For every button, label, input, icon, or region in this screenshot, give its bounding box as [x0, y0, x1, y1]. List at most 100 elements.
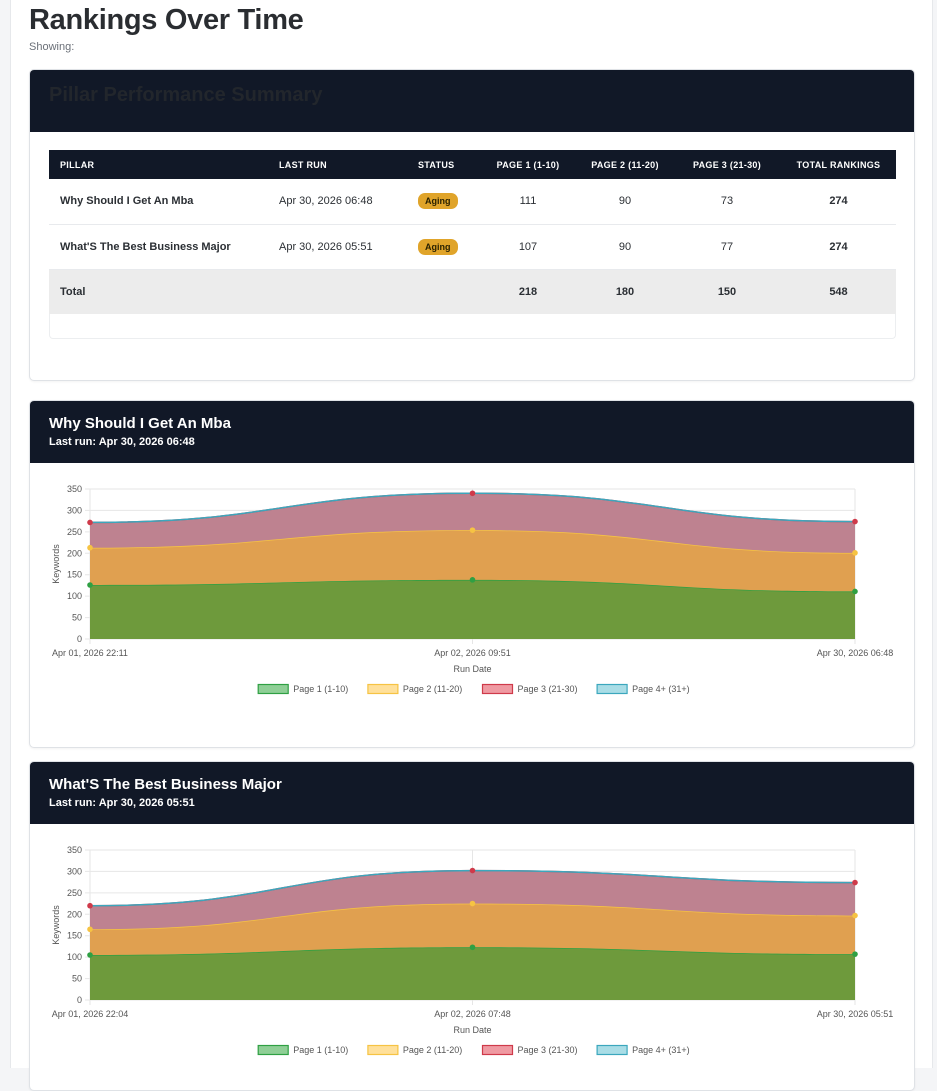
empty-cell	[407, 269, 479, 314]
chart-last-run: Last run: Apr 30, 2026 06:48	[49, 436, 195, 448]
col-last-run[interactable]: LAST RUN	[279, 159, 327, 170]
summary-table-header: PILLAR LAST RUN STATUS PAGE 1 (1-10) PAG…	[49, 150, 896, 179]
y-tick-label: 150	[67, 570, 82, 580]
chart-card-2: What'S The Best Business Major Last run:…	[29, 761, 915, 1091]
rankings-chart: 350 300 250 200 150 100 50 0 Apr 01, 2026 22:04 A…	[51, 845, 894, 1056]
table-row: Why Should I Get An Mba Apr 30, 2026 06:…	[49, 179, 896, 225]
y-tick-label: 250	[67, 888, 82, 898]
x-axis-label: Run Date	[453, 1025, 491, 1035]
data-point	[852, 912, 858, 919]
y-tick-label: 50	[72, 974, 82, 984]
data-point	[469, 900, 476, 907]
series-area-1	[90, 579, 855, 639]
data-point	[852, 879, 858, 886]
x-tick-label: Apr 30, 2026 05:51	[817, 1009, 894, 1019]
legend-swatch	[481, 1044, 514, 1056]
x-tick-label: Apr 02, 2026 07:48	[434, 1009, 511, 1019]
total-label: Total	[49, 269, 268, 314]
chart-last-run: Last run: Apr 30, 2026 05:51	[49, 797, 195, 809]
series-area-1	[90, 947, 855, 1000]
page2-cell: 90	[577, 179, 673, 225]
summary-card-header: Pillar Performance Summary	[30, 70, 914, 132]
y-tick-label: 350	[67, 484, 82, 494]
y-tick-label: 100	[67, 591, 82, 601]
y-tick-label: 200	[67, 548, 82, 558]
legend-label: Page 3 (21-30)	[518, 1045, 578, 1055]
y-tick-label: 250	[67, 527, 82, 537]
chart-card-header: What'S The Best Business Major Last run:…	[30, 762, 914, 824]
data-point	[87, 582, 93, 588]
legend-swatch	[367, 683, 399, 695]
y-tick-label: 50	[72, 613, 82, 623]
col-status[interactable]: STATUS	[418, 159, 455, 170]
legend-swatch	[367, 1044, 399, 1056]
y-tick-label: 0	[77, 995, 82, 1005]
legend-label: Page 2 (11-20)	[403, 1045, 462, 1055]
legend-label: Page 2 (11-20)	[403, 684, 462, 694]
data-point	[469, 490, 476, 497]
last-run-cell: Apr 30, 2026 05:51	[268, 224, 407, 270]
y-tick-label: 150	[67, 931, 82, 941]
page3-cell: 77	[673, 224, 781, 270]
total-cell: 274	[781, 179, 896, 225]
x-tick-label: Apr 30, 2026 06:48	[817, 648, 894, 658]
col-page2[interactable]: PAGE 2 (11-20)	[591, 159, 659, 170]
y-axis-label: Keywords	[51, 544, 61, 584]
status-cell: Aging	[407, 224, 479, 270]
series-area-3	[90, 870, 855, 930]
showing-label: Showing:	[29, 41, 75, 53]
data-point	[852, 550, 858, 556]
legend-label: Page 1 (1-10)	[293, 684, 348, 694]
status-cell: Aging	[407, 179, 479, 225]
legend-swatch	[596, 683, 628, 695]
col-pillar[interactable]: PILLAR	[60, 159, 95, 170]
total-row: Total 218 180 150 548	[49, 269, 896, 314]
total-page2: 180	[577, 269, 673, 314]
status-badge: Aging	[418, 193, 458, 210]
last-run-cell: Apr 30, 2026 06:48	[268, 179, 407, 225]
legend-label: Page 1 (1-10)	[293, 1045, 348, 1055]
legend-label: Page 4+ (31+)	[632, 684, 690, 694]
summary-table: PILLAR LAST RUN STATUS PAGE 1 (1-10) PAG…	[49, 150, 896, 314]
page1-cell: 107	[479, 224, 577, 270]
y-tick-label: 100	[67, 952, 82, 962]
legend-swatch	[257, 683, 289, 695]
data-point	[469, 527, 476, 533]
col-page3[interactable]: PAGE 3 (21-30)	[692, 159, 762, 170]
page2-cell: 90	[577, 224, 673, 270]
table-footer	[49, 314, 896, 339]
page-title: Rankings Over Time	[29, 4, 304, 36]
col-page1[interactable]: PAGE 1 (1-10)	[496, 159, 560, 170]
empty-cell	[268, 269, 407, 314]
chart-title: Why Should I Get An Mba	[49, 415, 231, 432]
pillar-name: What'S The Best Business Major	[49, 224, 268, 270]
pillar-name: Why Should I Get An Mba	[49, 179, 268, 225]
page1-cell: 111	[479, 179, 577, 225]
y-tick-label: 350	[67, 845, 82, 855]
status-badge: Aging	[418, 238, 458, 255]
data-point	[87, 902, 93, 909]
page: Rankings Over Time Showing: Pillar Perfo…	[10, 0, 933, 1091]
data-point	[852, 588, 858, 595]
col-total-rankings[interactable]: TOTAL RANKINGS	[796, 159, 881, 170]
y-tick-label: 300	[67, 505, 82, 515]
x-axis-label: Run Date	[453, 664, 491, 674]
data-point	[87, 952, 93, 958]
x-tick-label: Apr 01, 2026 22:04	[52, 1009, 129, 1019]
data-point	[87, 926, 93, 933]
x-tick-label: Apr 01, 2026 22:11	[52, 648, 128, 658]
page3-cell: 73	[673, 179, 781, 225]
y-axis-label: Keywords	[51, 905, 61, 945]
total-cell: 274	[781, 224, 896, 270]
data-point	[87, 544, 93, 551]
x-tick-label: Apr 02, 2026 09:51	[434, 648, 511, 658]
summary-title: Pillar Performance Summary	[49, 84, 323, 106]
legend-swatch	[481, 683, 514, 695]
y-tick-label: 300	[67, 866, 82, 876]
data-point	[87, 519, 93, 526]
series-area-2	[90, 530, 855, 592]
chart-card-header: Why Should I Get An Mba Last run: Apr 30…	[30, 401, 914, 463]
legend-swatch	[257, 1044, 289, 1056]
data-point	[852, 951, 858, 957]
legend-label: Page 3 (21-30)	[518, 684, 578, 694]
